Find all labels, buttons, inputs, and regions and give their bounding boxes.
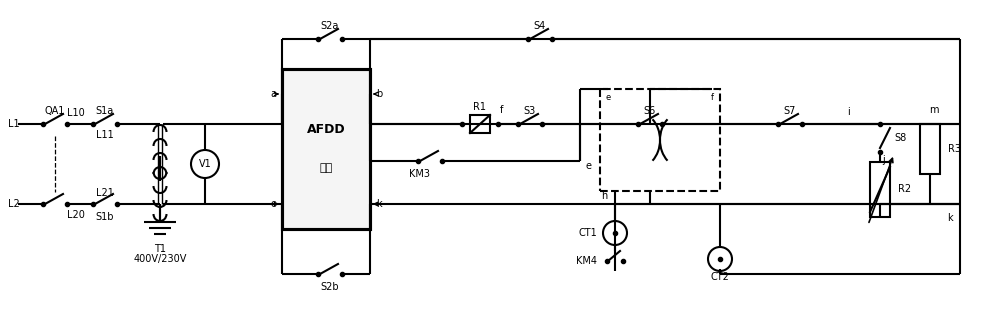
Text: S4: S4	[534, 21, 546, 31]
Text: f: f	[500, 105, 504, 115]
Text: R2: R2	[898, 184, 911, 194]
Text: L20: L20	[67, 210, 85, 220]
Text: 试品: 试品	[319, 163, 333, 173]
Text: S2b: S2b	[321, 282, 339, 292]
Text: CT1: CT1	[578, 228, 597, 238]
Text: L2: L2	[8, 199, 20, 209]
Text: L10: L10	[67, 108, 85, 118]
Text: k: k	[947, 213, 953, 223]
Bar	[600, 89, 720, 191]
Text: L1: L1	[8, 119, 20, 129]
Text: S2a: S2a	[321, 21, 339, 31]
Text: R3: R3	[948, 144, 961, 154]
Text: 400V/230V: 400V/230V	[133, 254, 187, 264]
Text: a: a	[270, 89, 276, 99]
Text: T1: T1	[154, 244, 166, 254]
Text: S3: S3	[524, 106, 536, 116]
Text: c: c	[271, 199, 276, 209]
Text: j: j	[883, 155, 885, 165]
Text: V1: V1	[199, 159, 211, 169]
Bar	[470, 115, 490, 133]
Text: S8: S8	[894, 133, 906, 143]
Text: i: i	[847, 107, 849, 117]
Text: S7: S7	[784, 106, 796, 116]
Text: AFDD: AFDD	[307, 123, 345, 136]
Text: S6: S6	[644, 106, 656, 116]
Text: m: m	[929, 105, 939, 115]
Text: QA1: QA1	[45, 106, 65, 116]
Text: e: e	[606, 92, 611, 101]
Text: h: h	[601, 191, 607, 201]
Bar	[920, 124, 940, 174]
Bar	[870, 162, 890, 217]
Text: KM3: KM3	[410, 169, 430, 179]
Text: CT2: CT2	[711, 272, 729, 282]
Text: R1: R1	[474, 102, 486, 112]
Text: S1b: S1b	[96, 212, 114, 222]
Text: L21: L21	[96, 188, 114, 198]
Text: L11: L11	[96, 130, 114, 140]
Text: S1a: S1a	[96, 106, 114, 116]
Text: f: f	[711, 92, 714, 101]
Text: e: e	[585, 161, 591, 171]
Text: k: k	[376, 199, 382, 209]
Text: b: b	[376, 89, 382, 99]
Bar	[282, 69, 370, 229]
Text: KM4: KM4	[576, 256, 597, 266]
